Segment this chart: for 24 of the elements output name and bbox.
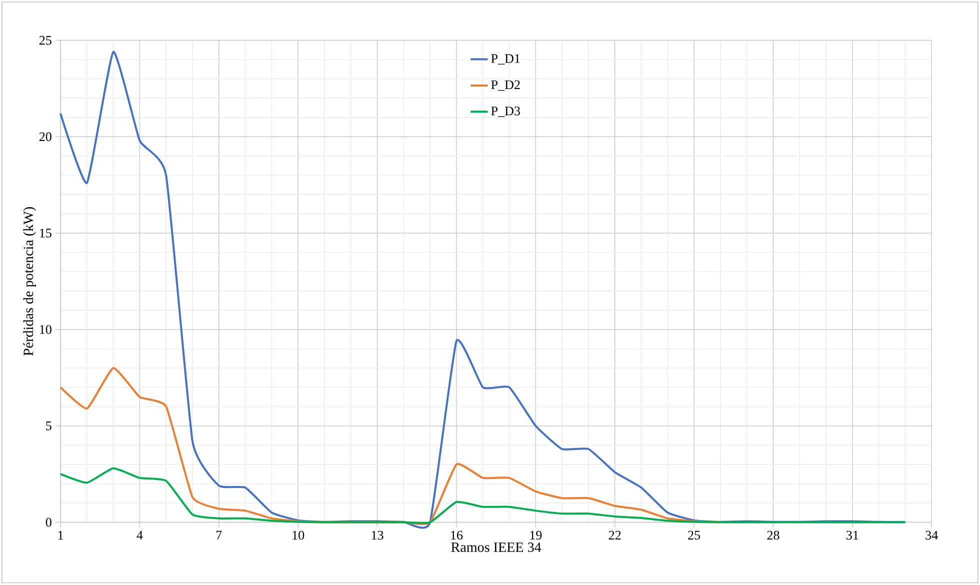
x-tick-label: 34 (926, 530, 938, 540)
x-tick-label: 4 (136, 530, 143, 540)
x-tick-label: 13 (372, 530, 384, 540)
y-tick-label: 20 (39, 132, 52, 142)
y-tick-label: 5 (46, 422, 52, 430)
legend-label: P_D1 (491, 54, 520, 65)
x-tick-label: 22 (608, 530, 621, 540)
y-tick-label: 15 (40, 228, 52, 238)
x-tick-label: 1 (58, 530, 63, 540)
y-axis-title: Pérdidas de potencia (kW) (23, 207, 36, 356)
x-tick-label: 10 (292, 530, 304, 540)
x-tick-label: 19 (530, 530, 542, 540)
x-axis-title: Ramos IEEE 34 (451, 542, 542, 552)
x-tick-label: 25 (688, 530, 700, 540)
x-tick-label: 16 (451, 530, 463, 540)
line-series (59, 467, 906, 524)
legend-label: P_D2 (491, 80, 520, 91)
x-tick-label: 31 (846, 530, 858, 540)
y-tick-label: 10 (40, 325, 52, 334)
y-tick-label: 0 (46, 518, 52, 527)
y-tick-label: 25 (39, 36, 52, 45)
x-tick-label: 28 (767, 530, 780, 540)
x-tick-label: 7 (216, 530, 222, 540)
legend-label: P_D3 (491, 106, 520, 118)
